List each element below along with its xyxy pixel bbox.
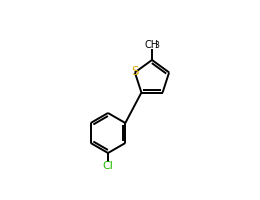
Text: 3: 3	[154, 41, 159, 50]
Text: CH: CH	[145, 40, 159, 50]
Text: S: S	[131, 65, 139, 78]
Text: Cl: Cl	[102, 161, 113, 171]
